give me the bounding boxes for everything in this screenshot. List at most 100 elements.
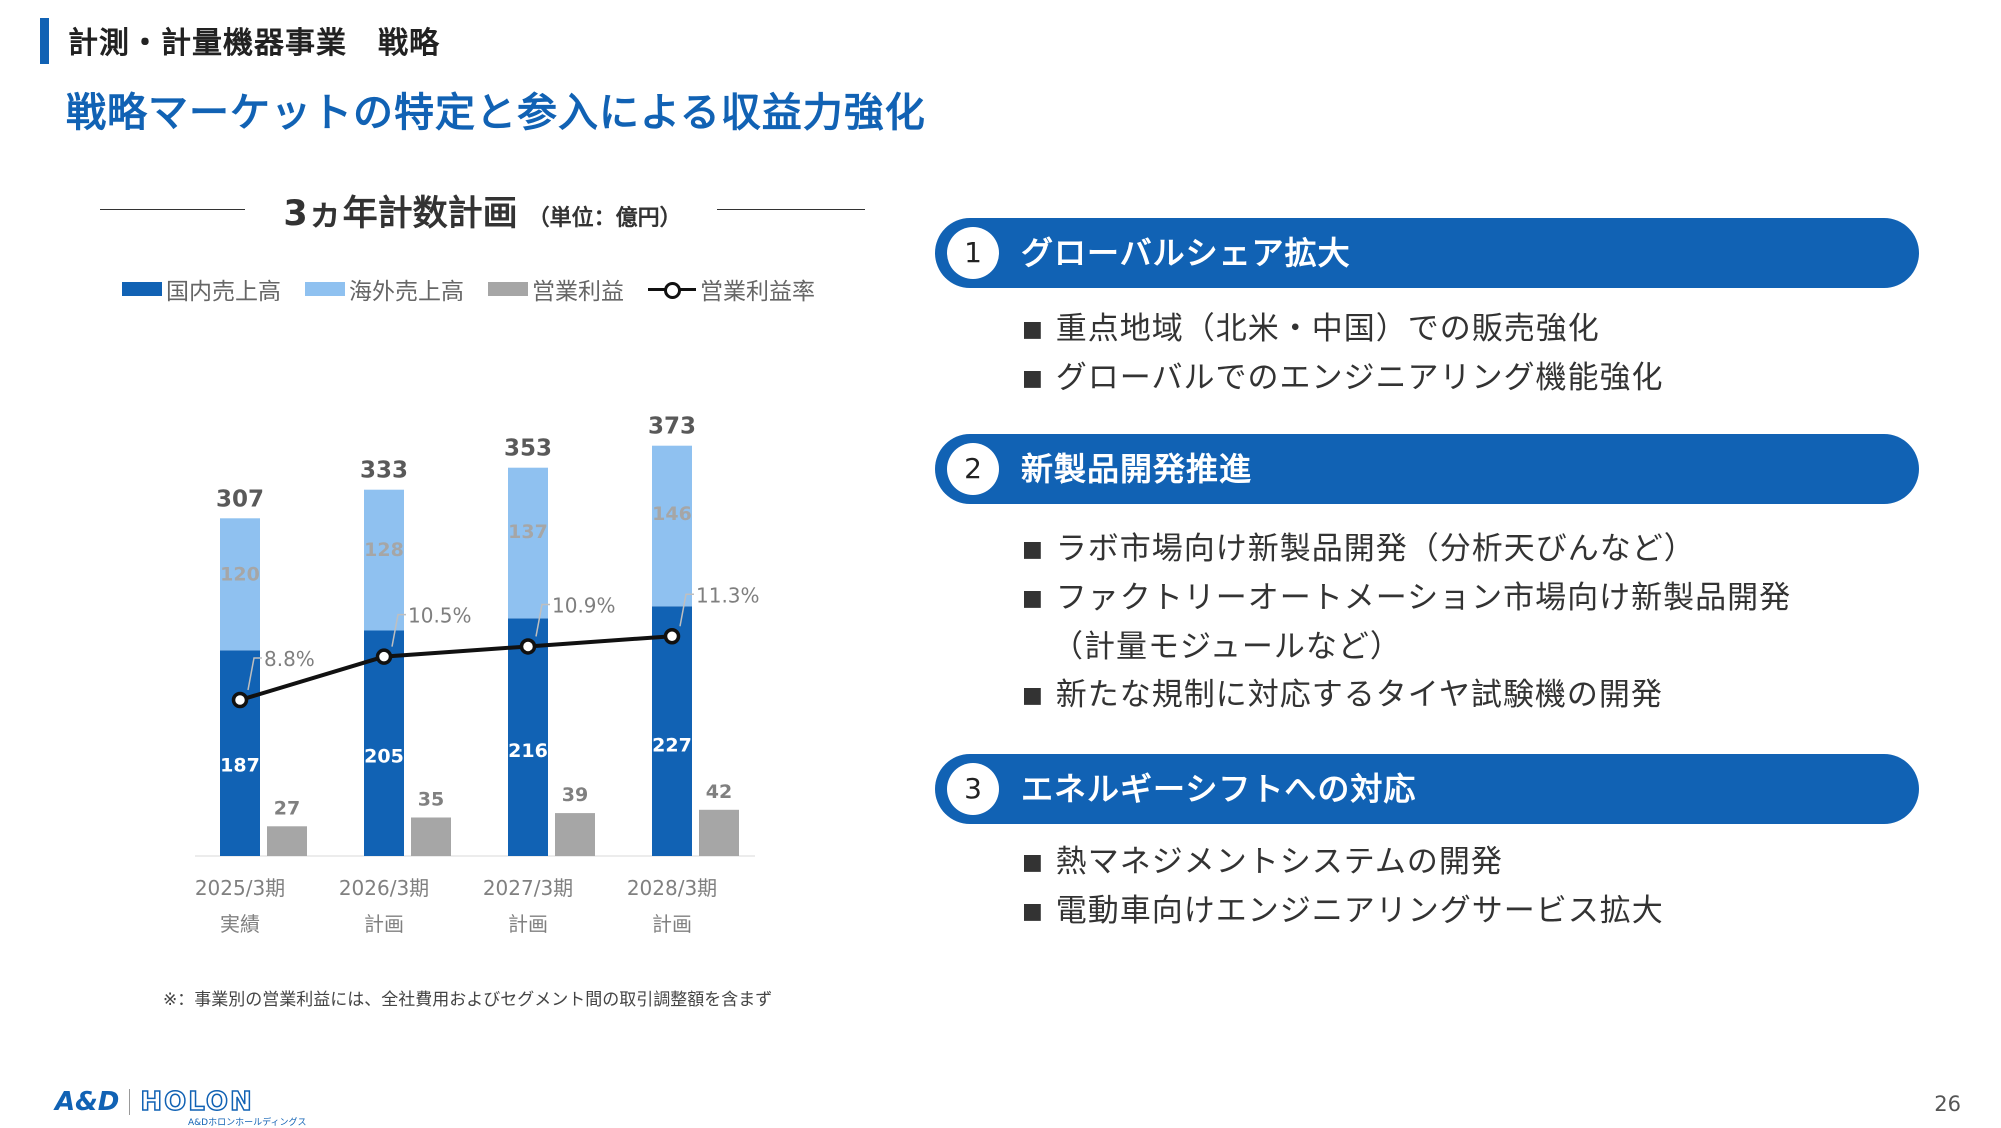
overseas-sales-label: 128 [364, 539, 404, 561]
overseas-sales-label: 137 [508, 521, 548, 543]
x-tick-label: 計画 [364, 912, 404, 936]
square-bullet-icon: ■ [1022, 899, 1044, 924]
x-tick-label: 計画 [652, 912, 692, 936]
page-number: 26 [1934, 1092, 1961, 1116]
logo-divider [129, 1089, 131, 1115]
slide-headline: 戦略マーケットの特定と参入による収益力強化 [66, 90, 926, 136]
x-tick-label: 2027/3期 [483, 876, 573, 900]
bullet-item: ■ ファクトリーオートメーション市場向け新製品開発 [1022, 574, 1791, 623]
strategy-number-badge: 2 [947, 443, 999, 495]
domestic-sales-bar [508, 618, 548, 856]
x-tick-label: 2028/3期 [627, 876, 717, 900]
chart-title-right-rule [717, 209, 865, 210]
bullet-text: 電動車向けエンジニアリングサービス拡大 [1055, 893, 1664, 929]
logo-name: HOLON [140, 1086, 254, 1118]
operating-margin-label: 11.3% [696, 583, 760, 607]
domestic-sales-bar [220, 650, 260, 856]
operating-margin-label: 10.5% [408, 604, 472, 628]
strategy-header-1: 1 グローバルシェア拡大 [935, 218, 1919, 288]
operating-profit-label: 39 [562, 784, 588, 806]
bullet-text: グローバルでのエンジニアリング機能強化 [1055, 360, 1664, 396]
overseas-sales-bar [652, 445, 692, 607]
operating-margin-point [231, 691, 249, 709]
bullet-item: ■ ラボ市場向け新製品開発（分析天びんなど） [1022, 525, 1791, 574]
legend-swatch-margin-line [648, 281, 696, 299]
bullet-item: ■ グローバルでのエンジニアリング機能強化 [1022, 354, 1664, 403]
legend-item-domestic: 国内売上高 [122, 272, 281, 306]
data-label-leader [679, 593, 694, 627]
domestic-sales-label: 216 [508, 740, 548, 762]
legend-label-operating-profit: 営業利益 [532, 279, 624, 305]
data-label-leader [535, 603, 550, 637]
square-bullet-icon: ■ [1022, 850, 1044, 875]
strategy-number-badge: 1 [947, 227, 999, 279]
chart-title: 3ヵ年計数計画 （単位：億円） [100, 185, 865, 236]
operating-margin-label: 8.8% [264, 647, 315, 671]
operating-margin-line [239, 634, 673, 702]
strategy-header-2: 2 新製品開発推進 [935, 434, 1919, 504]
bullet-item: ■ 電動車向けエンジニアリングサービス拡大 [1022, 887, 1664, 936]
operating-margin-label: 10.9% [552, 593, 616, 617]
logo-subtitle: A&Dホロンホールディングス [188, 1118, 307, 1128]
square-bullet-icon: ■ [1022, 537, 1044, 562]
total-sales-label: 373 [648, 414, 696, 440]
x-tick-label: 2025/3期 [195, 876, 285, 900]
operating-profit-bar [699, 809, 739, 856]
operating-profit-label: 42 [706, 781, 732, 803]
operating-profit-bar [555, 813, 595, 856]
legend-swatch-overseas [305, 282, 345, 296]
operating-profit-bar [267, 826, 307, 856]
company-logo: A&D HOLON A&Dホロンホールディングス [55, 1086, 306, 1128]
bullet-text: 熱マネジメントシステムの開発 [1055, 844, 1503, 880]
chart-title-left-rule [100, 209, 245, 210]
chart-footnote: ※：事業別の営業利益には、全社費用およびセグメント間の取引調整額を含まず [163, 990, 773, 1010]
legend-label-domestic: 国内売上高 [166, 279, 281, 305]
operating-profit-label: 27 [274, 797, 300, 819]
data-label-leader [391, 613, 406, 647]
legend-swatch-operating-profit [488, 282, 528, 296]
chart-title-unit: （単位：億円） [527, 206, 682, 231]
operating-profit-label: 35 [418, 789, 444, 811]
x-tick-label: 計画 [508, 912, 548, 936]
bullet-text: 重点地域（北米・中国）での販売強化 [1055, 311, 1600, 347]
legend-swatch-domestic [122, 282, 162, 296]
legend-item-margin: 営業利益率 [648, 272, 815, 306]
domestic-sales-bar [652, 606, 692, 856]
total-sales-label: 307 [216, 486, 264, 512]
strategy-title: 新製品開発推進 [1021, 450, 1253, 488]
strategy-bullets-3: ■ 熱マネジメントシステムの開発 ■ 電動車向けエンジニアリングサービス拡大 [1022, 838, 1664, 936]
operating-margin-point [519, 638, 537, 655]
bullet-continuation: （計量モジュールなど） [1052, 629, 1402, 665]
operating-margin-point [375, 648, 393, 665]
square-bullet-icon: ■ [1022, 683, 1044, 708]
strategy-title: エネルギーシフトへの対応 [1021, 770, 1417, 808]
x-tick-label: 実績 [220, 912, 260, 936]
overseas-sales-bar [364, 489, 404, 631]
bullet-item: ■ 重点地域（北米・中国）での販売強化 [1022, 305, 1664, 354]
data-label-leader [247, 657, 262, 691]
overseas-sales-label: 146 [652, 503, 692, 525]
chart-title-main: 3ヵ年計数計画 [283, 194, 518, 234]
domestic-sales-label: 227 [652, 735, 692, 757]
overseas-sales-bar [220, 518, 260, 651]
bullet-item: ■ 新たな規制に対応するタイヤ試験機の開発 [1022, 671, 1791, 720]
title-accent-bar [40, 18, 49, 64]
strategy-number-badge: 3 [947, 763, 999, 815]
square-bullet-icon: ■ [1022, 317, 1044, 342]
bullet-item: ■ 熱マネジメントシステムの開発 [1022, 838, 1664, 887]
strategy-bullets-2: ■ ラボ市場向け新製品開発（分析天びんなど） ■ ファクトリーオートメーション市場向… [1022, 525, 1791, 720]
chart-legend: 国内売上高 海外売上高 営業利益 営業利益率 [122, 272, 815, 306]
legend-label-margin: 営業利益率 [700, 279, 815, 305]
legend-item-operating-profit: 営業利益 [488, 272, 624, 306]
chart-title-block: 3ヵ年計数計画 （単位：億円） [100, 185, 865, 235]
strategy-bullets-1: ■ 重点地域（北米・中国）での販売強化 ■ グローバルでのエンジニアリング機能強化 [1022, 305, 1664, 403]
total-sales-label: 333 [360, 458, 408, 484]
square-bullet-icon: ■ [1022, 366, 1044, 391]
legend-item-overseas: 海外売上高 [305, 272, 464, 306]
strategy-title: グローバルシェア拡大 [1021, 234, 1351, 272]
bullet-text: ファクトリーオートメーション市場向け新製品開発 [1055, 580, 1792, 616]
overseas-sales-bar [508, 467, 548, 619]
bullet-text: 新たな規制に対応するタイヤ試験機の開発 [1055, 677, 1663, 713]
domestic-sales-bar [364, 630, 404, 856]
